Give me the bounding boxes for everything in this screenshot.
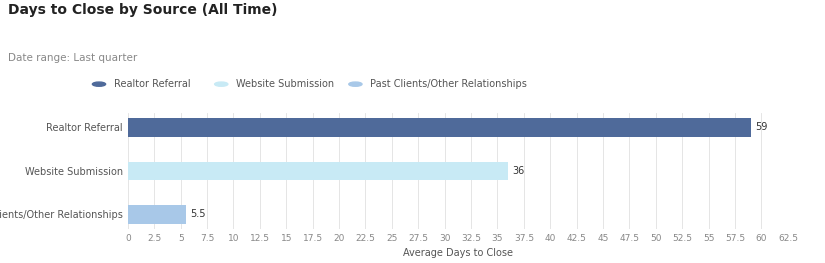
Text: Date range: Last quarter: Date range: Last quarter <box>8 53 138 63</box>
Bar <box>128 205 186 224</box>
X-axis label: Average Days to Close: Average Days to Close <box>403 248 513 258</box>
Text: 59: 59 <box>755 123 767 133</box>
Text: 5.5: 5.5 <box>191 209 205 219</box>
Bar <box>128 118 751 136</box>
Text: Past Clients/Other Relationships: Past Clients/Other Relationships <box>370 79 527 89</box>
Text: Days to Close by Source (All Time): Days to Close by Source (All Time) <box>8 3 278 17</box>
Bar <box>128 162 508 180</box>
Text: Website Submission: Website Submission <box>236 79 334 89</box>
Text: 36: 36 <box>512 166 525 176</box>
Text: Realtor Referral: Realtor Referral <box>114 79 191 89</box>
